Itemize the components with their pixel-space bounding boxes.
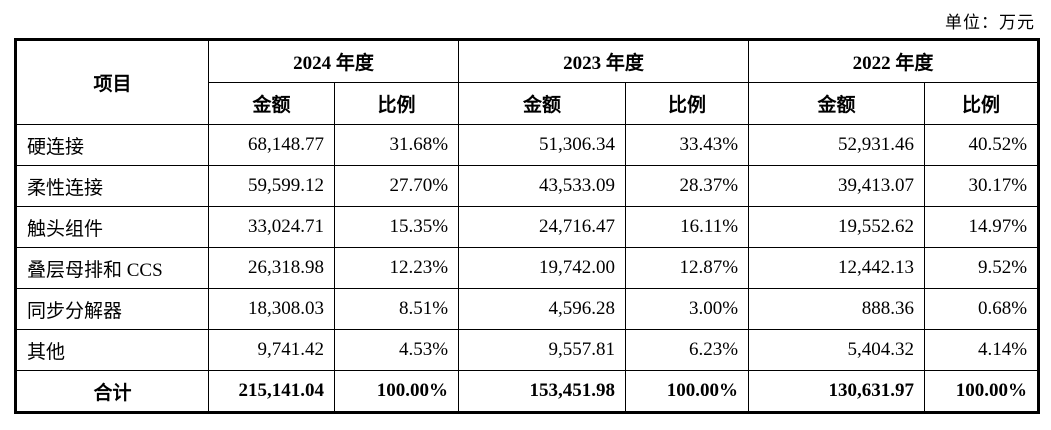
- amount-value: 39,413.07: [748, 165, 926, 207]
- table-row: 叠层母排和 CCS 26,318.98 12.23% 19,742.00 12.87% 1…: [15, 247, 1040, 289]
- ratio-value: 3.00%: [625, 288, 750, 330]
- column-header-ratio-2023: 比例: [625, 82, 750, 125]
- total-row: 合计 215,141.04 100.00% 153,451.98 100.00% 130,…: [15, 370, 1040, 413]
- item-label: 合计: [15, 370, 209, 413]
- ratio-value: 28.37%: [625, 165, 750, 207]
- unit-note: 单位：万元: [945, 13, 1035, 32]
- ratio-value: 100.00%: [333, 370, 460, 413]
- column-header-amount-2024: 金额: [208, 82, 335, 125]
- item-label: 叠层母排和 CCS: [15, 247, 209, 289]
- table-header: 项目 2024 年度 2023 年度 2022 年度 金额 比例 金额 比例 金…: [15, 39, 1040, 125]
- amount-value: 9,741.42: [208, 329, 335, 371]
- item-label: 同步分解器: [15, 288, 209, 330]
- column-header-year-2023: 2023 年度: [458, 39, 750, 83]
- ratio-value: 6.23%: [625, 329, 750, 371]
- ratio-value: 100.00%: [625, 370, 750, 413]
- amount-value: 888.36: [748, 288, 926, 330]
- table-row: 触头组件 33,024.71 15.35% 24,716.47 16.11% 19,552…: [15, 206, 1040, 248]
- item-label: 触头组件: [15, 206, 209, 248]
- ratio-value: 100.00%: [924, 370, 1040, 413]
- header-row-years: 项目 2024 年度 2023 年度 2022 年度: [15, 39, 1040, 125]
- ratio-value: 12.23%: [333, 247, 460, 289]
- item-label: 其他: [15, 329, 209, 371]
- ratio-value: 4.53%: [333, 329, 460, 371]
- amount-value: 51,306.34: [458, 124, 627, 166]
- column-header-amount-2022: 金额: [748, 82, 926, 125]
- table-body: 硬连接 68,148.77 31.68% 51,306.34 33.43% 52,931.…: [15, 124, 1040, 413]
- ratio-value: 40.52%: [924, 124, 1040, 166]
- amount-value: 12,442.13: [748, 247, 926, 289]
- ratio-value: 12.87%: [625, 247, 750, 289]
- column-header-amount-2023: 金额: [458, 82, 627, 125]
- amount-value: 9,557.81: [458, 329, 627, 371]
- column-header-year-2022: 2022 年度: [748, 39, 1040, 83]
- amount-value: 19,552.62: [748, 206, 926, 248]
- amount-value: 130,631.97: [748, 370, 926, 413]
- column-header-ratio-2022: 比例: [924, 82, 1040, 125]
- table-row: 同步分解器 18,308.03 8.51% 4,596.28 3.00% 888.36 0.…: [15, 288, 1040, 330]
- amount-value: 68,148.77: [208, 124, 335, 166]
- amount-value: 43,533.09: [458, 165, 627, 207]
- ratio-value: 9.52%: [924, 247, 1040, 289]
- ratio-value: 16.11%: [625, 206, 750, 248]
- ratio-value: 15.35%: [333, 206, 460, 248]
- table-row: 柔性连接 59,599.12 27.70% 43,533.09 28.37% 39,413…: [15, 165, 1040, 207]
- ratio-value: 8.51%: [333, 288, 460, 330]
- amount-value: 24,716.47: [458, 206, 627, 248]
- revenue-breakdown-table: 项目 2024 年度 2023 年度 2022 年度 金额 比例 金额 比例 金…: [14, 38, 1041, 414]
- amount-value: 5,404.32: [748, 329, 926, 371]
- column-header-year-2024: 2024 年度: [207, 39, 460, 83]
- amount-value: 4,596.28: [458, 288, 627, 330]
- amount-value: 18,308.03: [208, 288, 335, 330]
- ratio-value: 30.17%: [924, 165, 1040, 207]
- item-label: 硬连接: [15, 124, 209, 166]
- column-header-ratio-2024: 比例: [333, 82, 460, 125]
- table-row: 硬连接 68,148.77 31.68% 51,306.34 33.43% 52,931.…: [15, 124, 1040, 166]
- item-label: 柔性连接: [15, 165, 209, 207]
- amount-value: 153,451.98: [458, 370, 627, 413]
- ratio-value: 14.97%: [924, 206, 1040, 248]
- ratio-value: 33.43%: [625, 124, 750, 166]
- ratio-value: 31.68%: [333, 124, 460, 166]
- amount-value: 52,931.46: [748, 124, 926, 166]
- amount-value: 26,318.98: [208, 247, 335, 289]
- table-row: 其他 9,741.42 4.53% 9,557.81 6.23% 5,404.32 4.14…: [15, 329, 1040, 371]
- ratio-value: 4.14%: [924, 329, 1040, 371]
- ratio-value: 0.68%: [924, 288, 1040, 330]
- ratio-value: 27.70%: [333, 165, 460, 207]
- header-row-subcolumns: 金额 比例 金额 比例 金额 比例: [16, 82, 1040, 125]
- amount-value: 59,599.12: [208, 165, 335, 207]
- column-header-item: 项目: [15, 39, 209, 125]
- amount-value: 19,742.00: [458, 247, 627, 289]
- amount-value: 33,024.71: [208, 206, 335, 248]
- amount-value: 215,141.04: [208, 370, 335, 413]
